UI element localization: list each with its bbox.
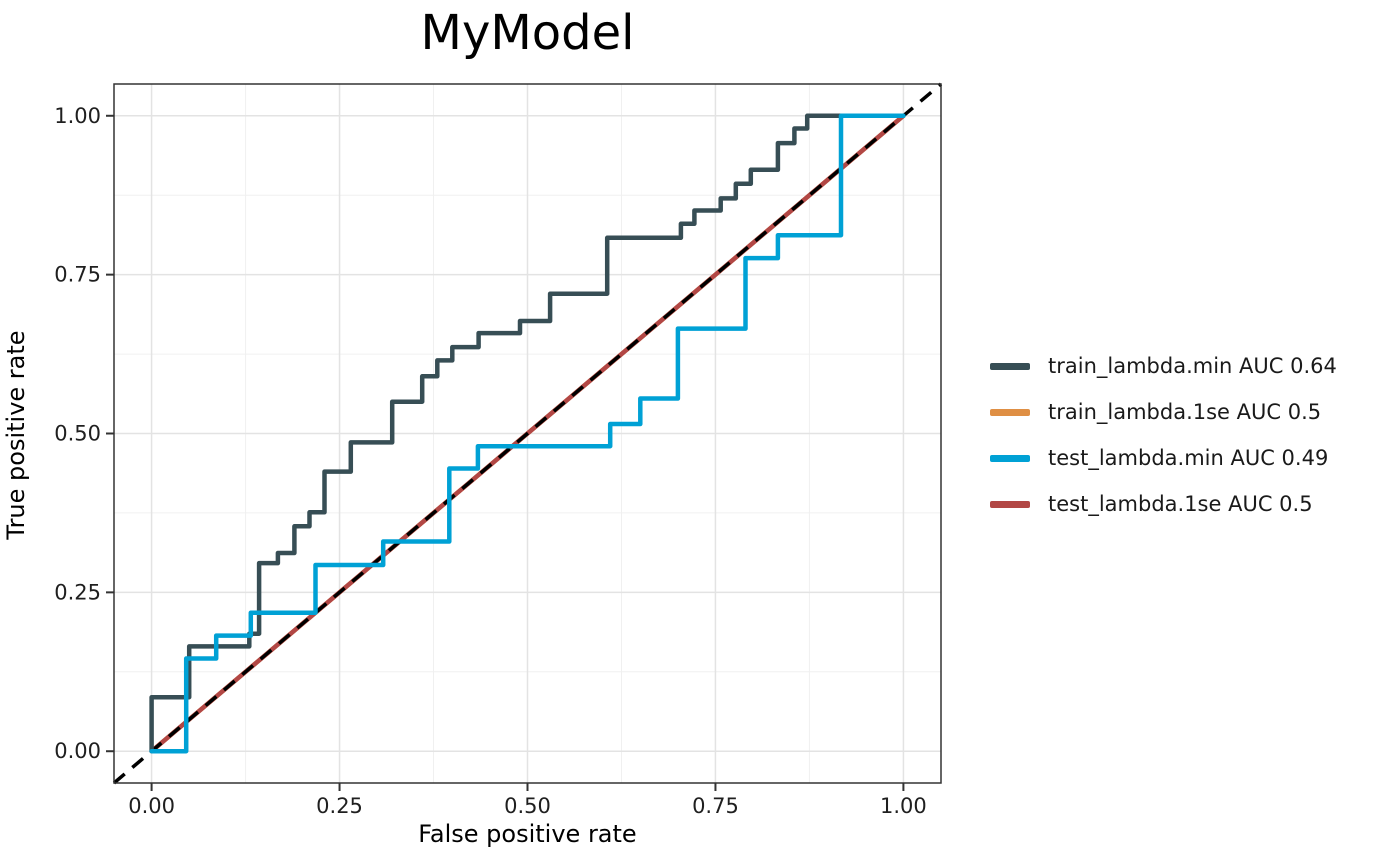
legend-line-swatch [990,362,1030,370]
legend: train_lambda.min AUC 0.64 train_lambda.1… [990,343,1337,527]
legend-item-train-lambda-1se: train_lambda.1se AUC 0.5 [990,389,1337,435]
roc-curve-train-lambda-min [149,113,906,754]
legend-line-swatch [990,500,1030,508]
legend-label: test_lambda.min AUC 0.49 [1048,446,1329,470]
legend-label: train_lambda.1se AUC 0.5 [1048,400,1322,424]
x-axis-title: False positive rate [418,820,637,848]
reference-diagonal-dashed [112,82,943,785]
legend-item-test-lambda-min: test_lambda.min AUC 0.49 [990,435,1337,481]
panel-border [113,83,942,784]
legend-label: test_lambda.1se AUC 0.5 [1048,492,1313,516]
legend-line-swatch [990,408,1030,416]
chart-title: MyModel [420,5,635,61]
legend-label: train_lambda.min AUC 0.64 [1048,354,1337,378]
x-tick-label: 0.00 [128,794,175,818]
y-tick-label: 1.00 [54,104,101,128]
legend-item-train-lambda-min: train_lambda.min AUC 0.64 [990,343,1337,389]
legend-item-test-lambda-1se: test_lambda.1se AUC 0.5 [990,481,1337,527]
x-tick-label: 0.75 [692,794,739,818]
y-tick-label: 0.00 [54,739,101,763]
legend-line-swatch [990,454,1030,462]
x-tick-label: 1.00 [880,794,927,818]
y-tick-label: 0.25 [54,580,101,604]
roc-curve-test-lambda-min [149,113,906,754]
y-tick-label: 0.75 [54,263,101,287]
y-tick-label: 0.50 [54,422,101,446]
x-tick-label: 0.50 [504,794,551,818]
x-tick-label: 0.25 [316,794,363,818]
